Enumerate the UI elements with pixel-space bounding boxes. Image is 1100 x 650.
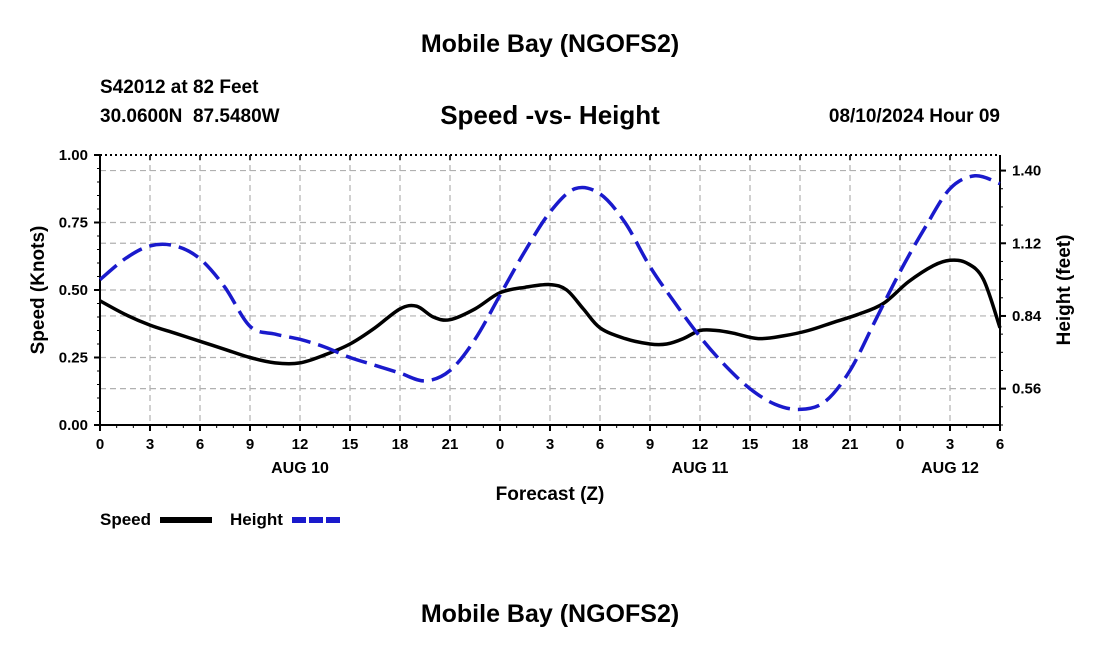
x-tick-label: 21	[842, 436, 859, 453]
y-tick-label: 1.00	[59, 147, 88, 164]
y2-axis-title: Height (feet)	[1054, 235, 1075, 346]
date-label: AUG 10	[271, 460, 329, 477]
x-tick-label: 3	[946, 436, 954, 453]
forecast-run-time: 08/10/2024 Hour 09	[828, 106, 1000, 127]
x-tick-label: 9	[646, 436, 654, 453]
x-tick-label: 6	[196, 436, 204, 453]
x-tick-label: 0	[96, 436, 104, 453]
y-tick-label: 0.50	[59, 282, 88, 299]
x-tick-label: 0	[496, 436, 504, 453]
station-label: S42012 at 82 Feet	[100, 77, 259, 98]
x-tick-label: 15	[742, 436, 759, 453]
y2-tick-label: 0.56	[1012, 381, 1041, 398]
y2-tick-label: 1.40	[1012, 163, 1041, 180]
x-tick-label: 12	[292, 436, 309, 453]
x-tick-label: 21	[442, 436, 459, 453]
date-label: AUG 12	[921, 460, 979, 477]
height-series-line	[98, 174, 1001, 412]
y-axis-title: Speed (Knots)	[28, 226, 49, 355]
station-coordinates: 30.0600N 87.5480W	[100, 106, 280, 127]
x-axis-title: Forecast (Z)	[496, 484, 605, 505]
x-tick-label: 3	[546, 436, 554, 453]
y-tick-label: 0.00	[59, 417, 88, 434]
x-tick-label: 6	[596, 436, 604, 453]
x-tick-label: 0	[896, 436, 904, 453]
chart-subtitle: Speed -vs- Height	[440, 100, 660, 130]
y-tick-label: 0.75	[59, 215, 88, 232]
y2-tick-label: 1.12	[1012, 235, 1041, 252]
y2-tick-label: 0.84	[1012, 308, 1042, 325]
x-tick-label: 3	[146, 436, 154, 453]
footer-title: Mobile Bay (NGOFS2)	[420, 600, 680, 628]
y-tick-label: 0.25	[59, 350, 88, 367]
speed-series-line	[99, 258, 1002, 366]
date-label: AUG 11	[672, 460, 729, 477]
legend-height-label: Height	[230, 510, 283, 529]
x-tick-label: 6	[996, 436, 1004, 453]
x-tick-label: 15	[342, 436, 359, 453]
page-title: Mobile Bay (NGOFS2)	[420, 30, 680, 58]
x-tick-label: 9	[246, 436, 254, 453]
x-tick-label: 18	[392, 436, 409, 453]
x-tick-label: 18	[792, 436, 809, 453]
legend-speed-label: Speed	[100, 510, 151, 529]
x-tick-label: 12	[692, 436, 709, 453]
